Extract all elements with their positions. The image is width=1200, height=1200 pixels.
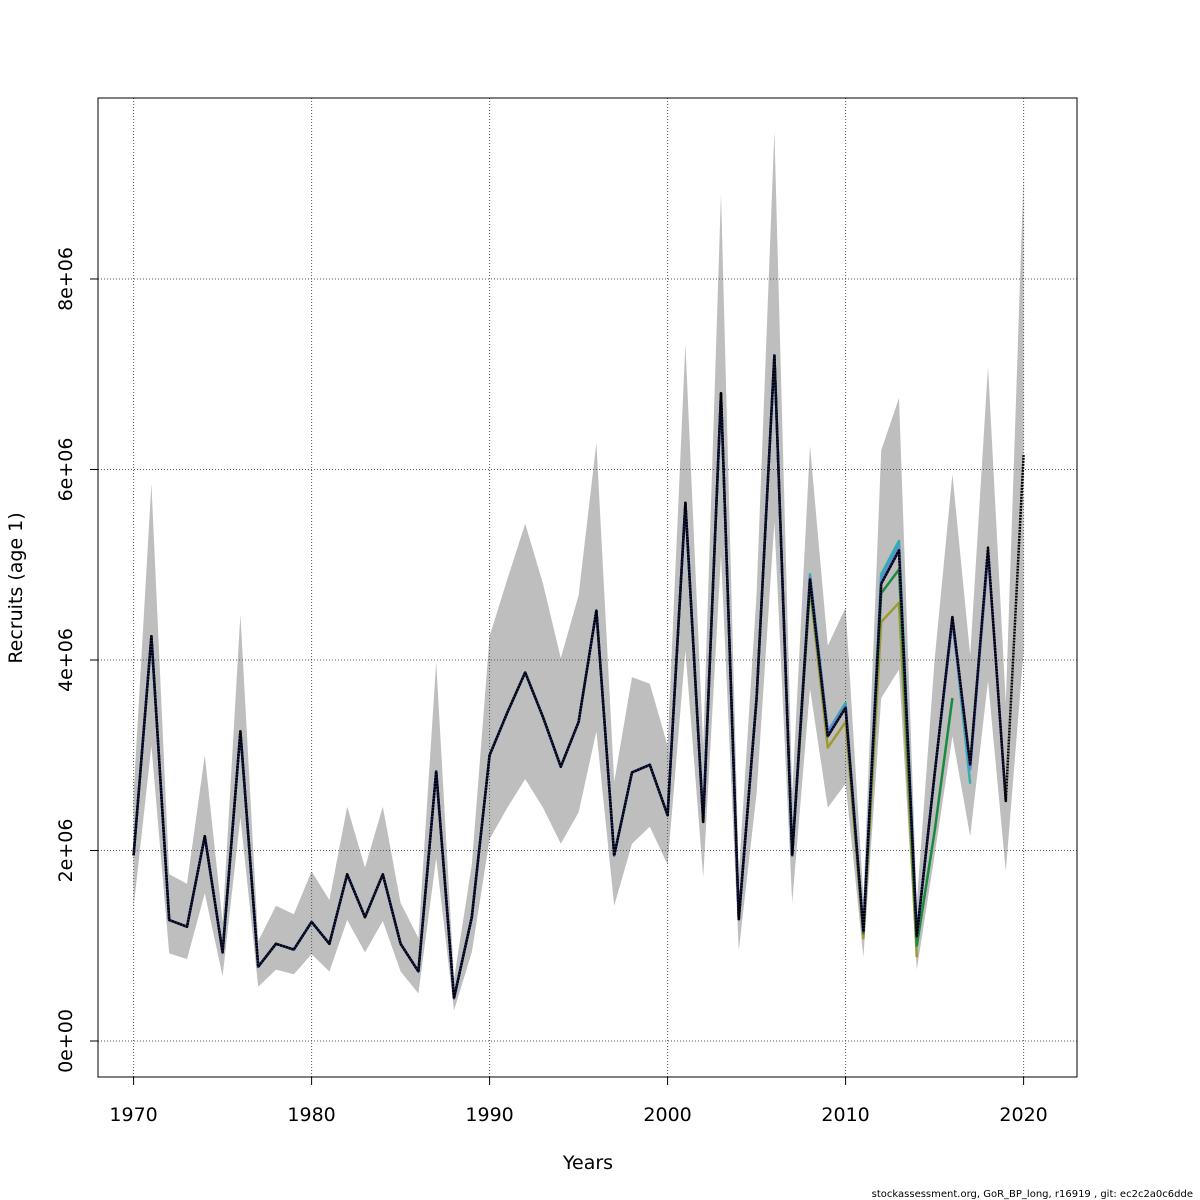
- x-tick-label: 2010: [821, 1104, 869, 1126]
- y-axis-label: Recruits (age 1): [5, 512, 27, 663]
- plot-frame: [97, 97, 1078, 1078]
- x-tick-label: 1970: [109, 1104, 157, 1126]
- series-line: [132, 353, 1025, 1000]
- confidence-band: [133, 131, 1024, 1011]
- y-tick-label: 8e+06: [55, 247, 77, 311]
- y-tick-label: 0e+00: [55, 1009, 77, 1073]
- y-tick-label: 6e+06: [55, 438, 77, 502]
- y-tick-label: 4e+06: [55, 628, 77, 692]
- x-tick-label: 1990: [465, 1104, 513, 1126]
- y-tick-label: 2e+06: [55, 819, 77, 883]
- caption: stockassessment.org, GoR_BP_long, r16919…: [872, 1189, 1193, 1200]
- x-tick-label: 2020: [999, 1104, 1047, 1126]
- x-tick-label: 2000: [643, 1104, 691, 1126]
- x-axis-label: Years: [562, 1152, 613, 1174]
- x-tick-label: 1980: [287, 1104, 335, 1126]
